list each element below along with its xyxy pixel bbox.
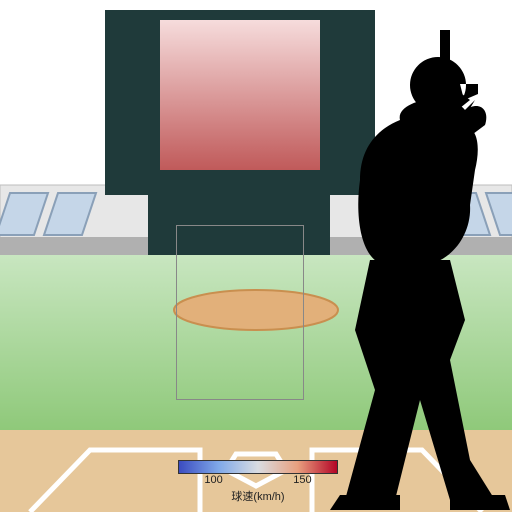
colorbar-tick: 150 <box>293 474 311 486</box>
colorbar: 100 150 球速(km/h) <box>178 460 338 504</box>
colorbar-tick: 100 <box>204 474 222 486</box>
colorbar-label: 球速(km/h) <box>178 488 338 504</box>
colorbar-gradient <box>178 460 338 474</box>
colorbar-ticks: 100 150 <box>178 474 338 488</box>
strike-zone <box>176 225 304 400</box>
batter-silhouette <box>300 30 512 510</box>
